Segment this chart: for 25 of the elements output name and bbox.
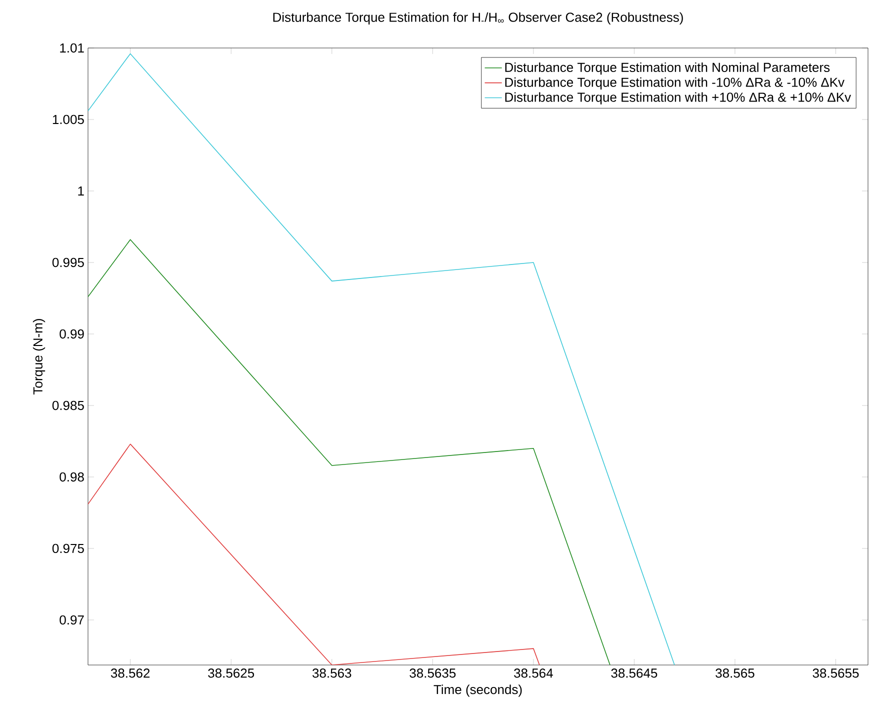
x-axis-title: Time (seconds) (434, 684, 522, 697)
y-tick-label: 0.98 (60, 472, 84, 482)
y-tick-label: 0.995 (52, 258, 84, 268)
y-tick-label: 1.005 (52, 114, 84, 124)
x-tick-label: 38.564 (514, 668, 553, 678)
y-tick-label: 0.985 (52, 400, 84, 410)
x-tick-label: 38.562 (110, 668, 150, 678)
x-tick-label: 38.5635 (410, 668, 456, 678)
legend-label: Disturbance Torque Estimation with -10% ΔRa & -10% ΔKv (505, 77, 844, 90)
x-tick-label: 38.5645 (611, 668, 658, 678)
y-axis-title: Torque (N-m) (32, 319, 46, 394)
y-tick-label: 0.99 (60, 329, 84, 339)
x-tick-label: 38.5655 (812, 668, 859, 678)
y-tick-label: 1 (78, 186, 84, 196)
x-tick-label: 38.563 (312, 668, 352, 678)
line-series (88, 239, 610, 665)
chart-title: Disturbance Torque Estimation for H$_{-}$/H$_{∞}$ Observer Case2 (Robustness) (273, 12, 683, 24)
y-tick-label: 0.97 (60, 615, 84, 625)
line-series (88, 444, 540, 665)
legend-label: Disturbance Torque Estimation with +10% ΔRa & +10% ΔKv (505, 92, 852, 104)
x-tick-label: 38.5625 (208, 668, 254, 678)
y-tick-label: 0.975 (52, 544, 84, 554)
y-tick-label: 1.01 (60, 43, 84, 53)
legend-label: Disturbance Torque Estimation with Nominal Parameters (505, 62, 830, 75)
x-tick-label: 38.565 (716, 668, 754, 678)
